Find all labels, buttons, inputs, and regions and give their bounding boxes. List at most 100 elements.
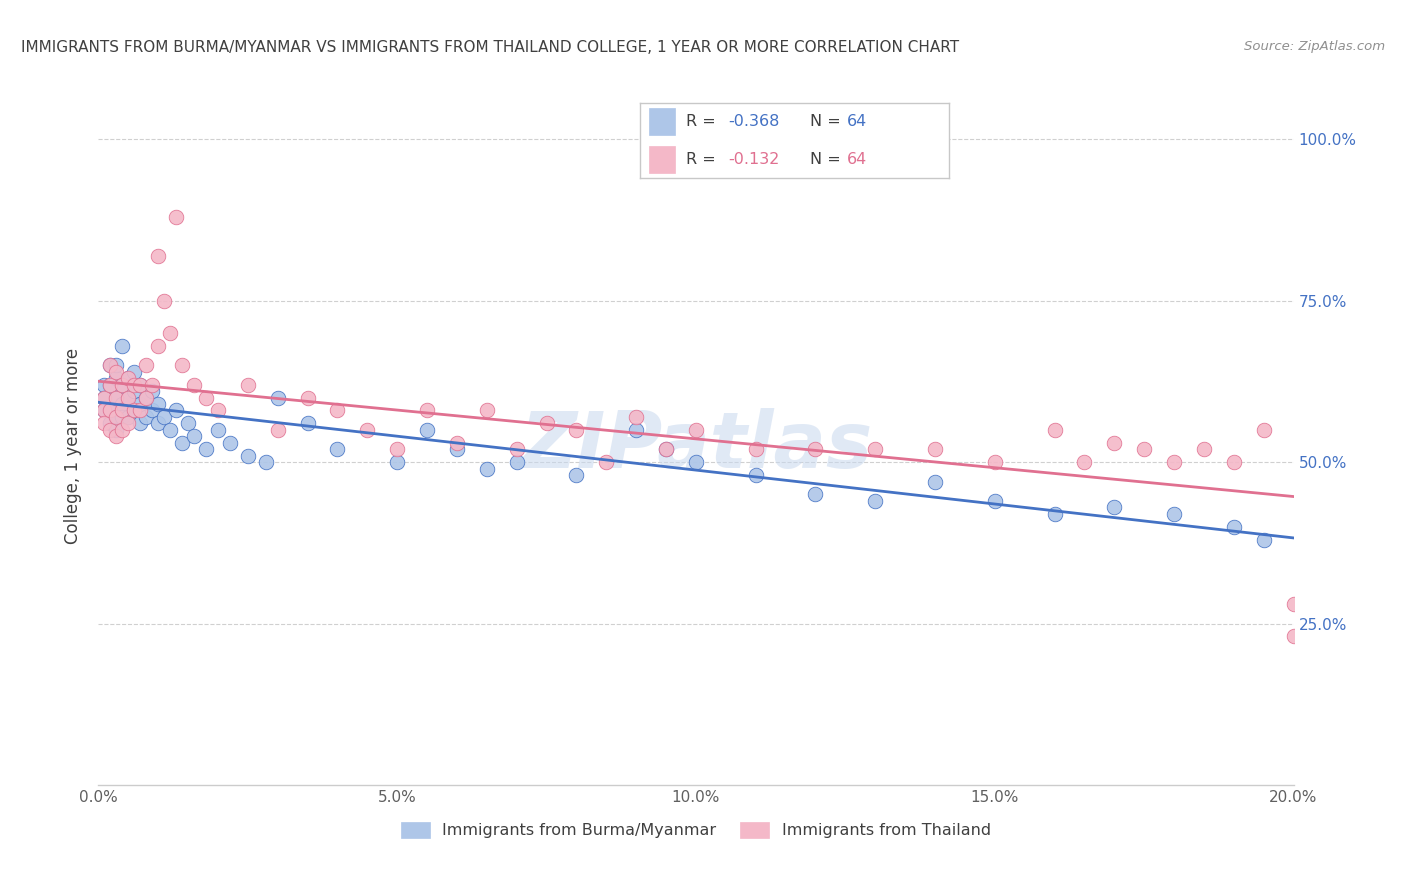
Point	[172, 435, 194, 450]
Point	[129, 377, 152, 392]
Point	[172, 359, 194, 373]
Point	[124, 403, 146, 417]
Point	[148, 417, 170, 431]
Point	[183, 429, 205, 443]
Y-axis label: College, 1 year or more: College, 1 year or more	[65, 348, 83, 544]
Point	[475, 461, 498, 475]
Point	[924, 442, 946, 457]
Point	[111, 397, 134, 411]
Point	[117, 371, 139, 385]
Text: N =: N =	[810, 153, 846, 168]
Point	[117, 391, 139, 405]
Point	[105, 423, 128, 437]
Point	[626, 423, 648, 437]
Point	[865, 494, 887, 508]
Point	[117, 391, 139, 405]
Point	[1253, 423, 1275, 437]
Point	[93, 417, 115, 431]
Point	[267, 391, 290, 405]
Point	[195, 391, 218, 405]
Point	[105, 391, 128, 405]
Point	[685, 423, 707, 437]
Point	[111, 403, 134, 417]
Point	[135, 391, 157, 405]
Point	[124, 377, 146, 392]
Point	[98, 403, 122, 417]
Point	[111, 377, 134, 392]
Text: -0.368: -0.368	[728, 113, 779, 128]
Point	[111, 409, 134, 424]
Point	[595, 455, 617, 469]
Point	[475, 403, 498, 417]
Point	[1163, 455, 1185, 469]
Point	[105, 429, 128, 443]
Point	[177, 417, 200, 431]
Text: N =: N =	[810, 113, 846, 128]
Point	[356, 423, 378, 437]
Point	[148, 339, 170, 353]
Point	[745, 442, 768, 457]
Point	[1133, 442, 1156, 457]
Point	[129, 417, 152, 431]
Bar	[650, 146, 675, 173]
Point	[297, 391, 319, 405]
Text: ZIPatlas: ZIPatlas	[520, 408, 872, 484]
Point	[984, 455, 1007, 469]
Point	[1043, 507, 1066, 521]
Point	[159, 326, 181, 340]
Point	[98, 359, 122, 373]
Point	[135, 391, 157, 405]
Point	[655, 442, 678, 457]
Point	[207, 423, 229, 437]
Point	[416, 423, 439, 437]
Point	[153, 409, 176, 424]
Point	[135, 409, 157, 424]
Text: 64: 64	[846, 153, 868, 168]
Point	[446, 435, 468, 450]
Legend: Immigrants from Burma/Myanmar, Immigrants from Thailand: Immigrants from Burma/Myanmar, Immigrant…	[395, 815, 997, 845]
Point	[105, 391, 128, 405]
Point	[236, 449, 259, 463]
Point	[124, 384, 146, 398]
Point	[326, 442, 349, 457]
Point	[219, 435, 242, 450]
Point	[1104, 435, 1126, 450]
Point	[111, 423, 134, 437]
Point	[685, 455, 707, 469]
Point	[804, 442, 827, 457]
Text: IMMIGRANTS FROM BURMA/MYANMAR VS IMMIGRANTS FROM THAILAND COLLEGE, 1 YEAR OR MOR: IMMIGRANTS FROM BURMA/MYANMAR VS IMMIGRA…	[21, 40, 959, 55]
Point	[924, 475, 946, 489]
Point	[98, 359, 122, 373]
Point	[565, 468, 588, 483]
Point	[254, 455, 277, 469]
Point	[385, 455, 409, 469]
Point	[117, 409, 139, 424]
Point	[804, 487, 827, 501]
Point	[117, 417, 139, 431]
Point	[195, 442, 218, 457]
Point	[165, 210, 187, 224]
Point	[105, 409, 128, 424]
Point	[129, 403, 152, 417]
Point	[565, 423, 588, 437]
Point	[93, 403, 115, 417]
Point	[117, 371, 139, 385]
Point	[865, 442, 887, 457]
Point	[105, 359, 128, 373]
Point	[141, 403, 163, 417]
Point	[655, 442, 678, 457]
Text: -0.132: -0.132	[728, 153, 779, 168]
Point	[129, 397, 152, 411]
Point	[385, 442, 409, 457]
Point	[129, 377, 152, 392]
Text: 64: 64	[846, 113, 868, 128]
Point	[93, 391, 115, 405]
Point	[506, 455, 529, 469]
Point	[207, 403, 229, 417]
Text: R =: R =	[686, 153, 721, 168]
Point	[446, 442, 468, 457]
Point	[105, 371, 128, 385]
Point	[98, 377, 122, 392]
Bar	[650, 108, 675, 135]
Point	[98, 417, 122, 431]
